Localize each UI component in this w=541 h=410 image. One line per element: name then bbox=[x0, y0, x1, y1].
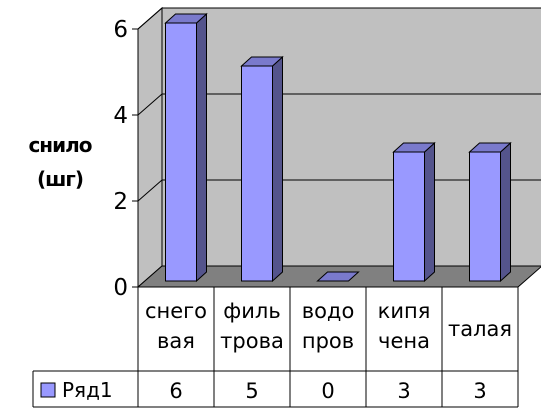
x-category-label-line: чена bbox=[378, 329, 430, 353]
bar-side bbox=[272, 55, 283, 283]
x-category-label: филь трова bbox=[220, 299, 284, 353]
legend-label: Ряд1 bbox=[62, 378, 113, 402]
y-tick-label: 0 bbox=[113, 275, 128, 301]
bar bbox=[392, 141, 436, 283]
legend-key bbox=[40, 382, 56, 398]
table-value: 5 bbox=[245, 379, 258, 403]
bar-top bbox=[468, 142, 512, 153]
x-category-label: кипя чена bbox=[378, 299, 431, 353]
y-tick-label: 6 bbox=[113, 17, 128, 43]
bar-side bbox=[500, 141, 511, 283]
bar bbox=[240, 55, 284, 283]
table-value: 0 bbox=[321, 379, 334, 403]
bar-side bbox=[424, 141, 435, 283]
y-axis-label: снило (шг) bbox=[4, 128, 116, 196]
x-category-label: водо пров bbox=[302, 299, 355, 353]
bar-top bbox=[164, 13, 208, 24]
x-category-label-line: филь bbox=[223, 299, 280, 323]
bar-top bbox=[316, 271, 360, 282]
y-tick-label: 4 bbox=[113, 103, 128, 129]
bar bbox=[316, 271, 360, 282]
table-value: 6 bbox=[169, 379, 182, 403]
bar bbox=[468, 141, 512, 283]
x-category-label-line: снего bbox=[145, 299, 207, 323]
gridline bbox=[137, 93, 541, 116]
x-category-label-line: водо bbox=[302, 299, 355, 323]
y-axis-label-line-2: (шг) bbox=[37, 167, 84, 191]
x-category-label: снего вая bbox=[145, 299, 207, 353]
bar-top bbox=[392, 142, 436, 153]
bar-front bbox=[469, 151, 501, 282]
x-category-label-line: вая bbox=[157, 329, 195, 353]
x-category-label-line: трова bbox=[220, 329, 284, 353]
table-value: 3 bbox=[473, 379, 486, 403]
bar-front bbox=[393, 151, 425, 282]
bar-front bbox=[165, 22, 197, 282]
x-category-label: талая bbox=[448, 317, 512, 341]
table-value: 3 bbox=[397, 379, 410, 403]
bar-side bbox=[196, 12, 207, 283]
x-category-label-line: пров bbox=[302, 329, 354, 353]
bar-top bbox=[240, 56, 284, 67]
bar-front bbox=[241, 65, 273, 282]
plot-side-wall bbox=[137, 6, 163, 289]
y-axis-label-line-1: снило bbox=[28, 133, 92, 157]
y-tick-label: 2 bbox=[113, 189, 128, 215]
x-category-label-line: кипя bbox=[378, 299, 431, 323]
x-category-label-line: талая bbox=[448, 317, 512, 341]
gridline bbox=[137, 7, 541, 30]
bar bbox=[164, 12, 208, 283]
